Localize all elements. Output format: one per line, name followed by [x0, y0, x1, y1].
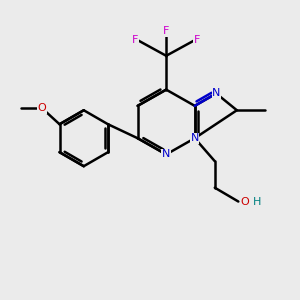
Text: O: O: [38, 103, 46, 113]
Text: F: F: [132, 35, 139, 46]
Text: N: N: [162, 149, 170, 159]
Text: N: N: [190, 133, 199, 143]
Text: O: O: [241, 196, 249, 206]
Text: F: F: [163, 26, 169, 36]
Text: N: N: [212, 88, 220, 98]
Text: H: H: [253, 196, 261, 206]
Text: F: F: [194, 35, 200, 46]
